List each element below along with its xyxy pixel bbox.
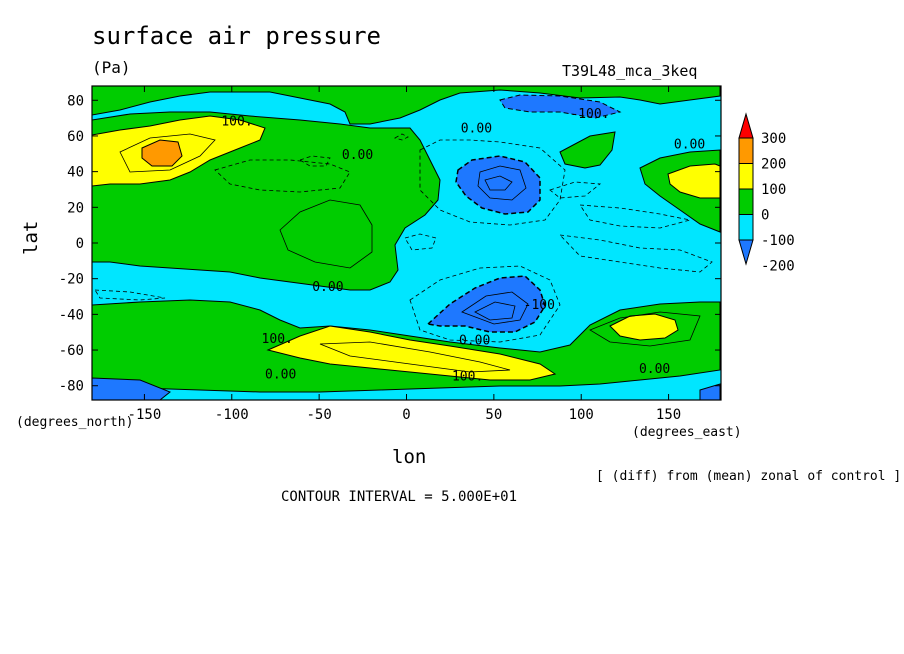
contour-label: 0.00 [342, 148, 373, 163]
contour-fill-yellow-westpac [667, 163, 721, 199]
colorbar-box [738, 188, 754, 215]
contour-line [279, 199, 373, 269]
filled-contours [92, 86, 721, 400]
y-tick-label: -40 [59, 307, 84, 323]
contour-label: 0.00 [461, 121, 492, 136]
x-tick-label: -150 [128, 407, 162, 423]
colorbar-label: -200 [761, 259, 795, 275]
y-tick-label: 20 [67, 200, 84, 216]
contour-line [94, 289, 166, 301]
contour-line [579, 204, 691, 229]
x-tick-label: 0 [402, 407, 410, 423]
contour-labels: 100. 0.00 -100. 0.00 0.00 0.00 -100 100. 0.00 0.0… [221, 107, 705, 384]
y-tick-label: 40 [67, 165, 84, 181]
contour-fill-blue-south [426, 275, 546, 333]
contour-line [484, 175, 513, 191]
colorbar-box [738, 214, 754, 241]
x-tick-label: -100 [215, 407, 249, 423]
comparison-note: [ (diff) from (mean) zonal of control ] [596, 469, 902, 484]
colorbar-label: 0 [761, 208, 769, 224]
chart-units: (Pa) [92, 58, 131, 77]
contour-line [477, 165, 527, 201]
contour-line [299, 155, 331, 167]
contour-label: -100 [524, 298, 555, 313]
contour-line [589, 311, 701, 347]
contour-fill-yellow-southern [266, 325, 557, 381]
contour-label: 0.00 [312, 280, 343, 295]
y-tick-label: -60 [59, 343, 84, 359]
contour-label: 0.00 [674, 137, 705, 152]
contour-fill-blue-asia [455, 155, 541, 215]
y-tick-label: 80 [67, 93, 84, 109]
contour-label: 100. [221, 114, 252, 129]
y-axis-unit: (degrees_north) [16, 415, 134, 430]
contour-line [419, 139, 566, 226]
contour-label: 0.00 [639, 362, 670, 377]
contour-fill-blue-antarctic-east [699, 383, 721, 400]
contour-line [558, 234, 713, 273]
y-tick-label: 0 [76, 236, 84, 252]
contour-fill-green-west [92, 86, 721, 125]
chart-title: surface air pressure [92, 22, 381, 50]
contour-line [404, 233, 437, 251]
contour-line [119, 133, 216, 173]
contour-label: 100. [452, 369, 483, 384]
contour-fill-blue-antarctic [92, 377, 171, 400]
contour-line [549, 181, 602, 199]
y-tick-label: 60 [67, 129, 84, 145]
contour-label: 100. [262, 332, 293, 347]
contour-label: 0.00 [265, 368, 296, 383]
colorbar-extend-max [738, 112, 754, 139]
contour-fill-orange-northpac [141, 139, 183, 167]
colorbar-label: 300 [761, 131, 786, 147]
y-axis: -80 -60 -40 -20 0 20 40 60 80 [59, 93, 721, 395]
run-label: T39L48_mca_3keq [562, 62, 698, 80]
x-tick-label: 50 [485, 407, 502, 423]
contour-fill-blue-north [499, 94, 622, 119]
contour-interval: CONTOUR INTERVAL = 5.000E+01 [281, 489, 518, 505]
contour-line [474, 301, 516, 321]
contour-line [461, 291, 529, 325]
x-tick-label: 100 [569, 407, 594, 423]
colorbar: 300 200 100 0 -100 -200 [738, 112, 795, 275]
y-axis-label: lat [20, 220, 42, 255]
contour-line [409, 265, 561, 343]
contour-line [393, 133, 409, 141]
x-tick-label: -50 [306, 407, 331, 423]
contour-lines [119, 133, 701, 373]
colorbar-extend-min [738, 239, 754, 266]
colorbar-label: 100 [761, 182, 786, 198]
contour-line [214, 159, 351, 193]
y-tick-label: -20 [59, 272, 84, 288]
x-axis-unit: (degrees_east) [632, 425, 742, 440]
colorbar-box [738, 137, 754, 164]
x-tick-label: 150 [656, 407, 681, 423]
contour-fill-green-asia [559, 131, 616, 169]
y-tick-label: -80 [59, 379, 84, 395]
x-axis: -150 -100 -50 0 50 100 150 [128, 86, 681, 423]
x-axis-label: lon [392, 446, 427, 468]
negative-contour-lines [94, 133, 713, 343]
contour-label: -100. [570, 107, 609, 122]
contour-label: 0.00 [459, 334, 490, 349]
contour-line [319, 341, 511, 373]
colorbar-box [738, 163, 754, 190]
colorbar-label: -100 [761, 233, 795, 249]
colorbar-label: 200 [761, 157, 786, 173]
